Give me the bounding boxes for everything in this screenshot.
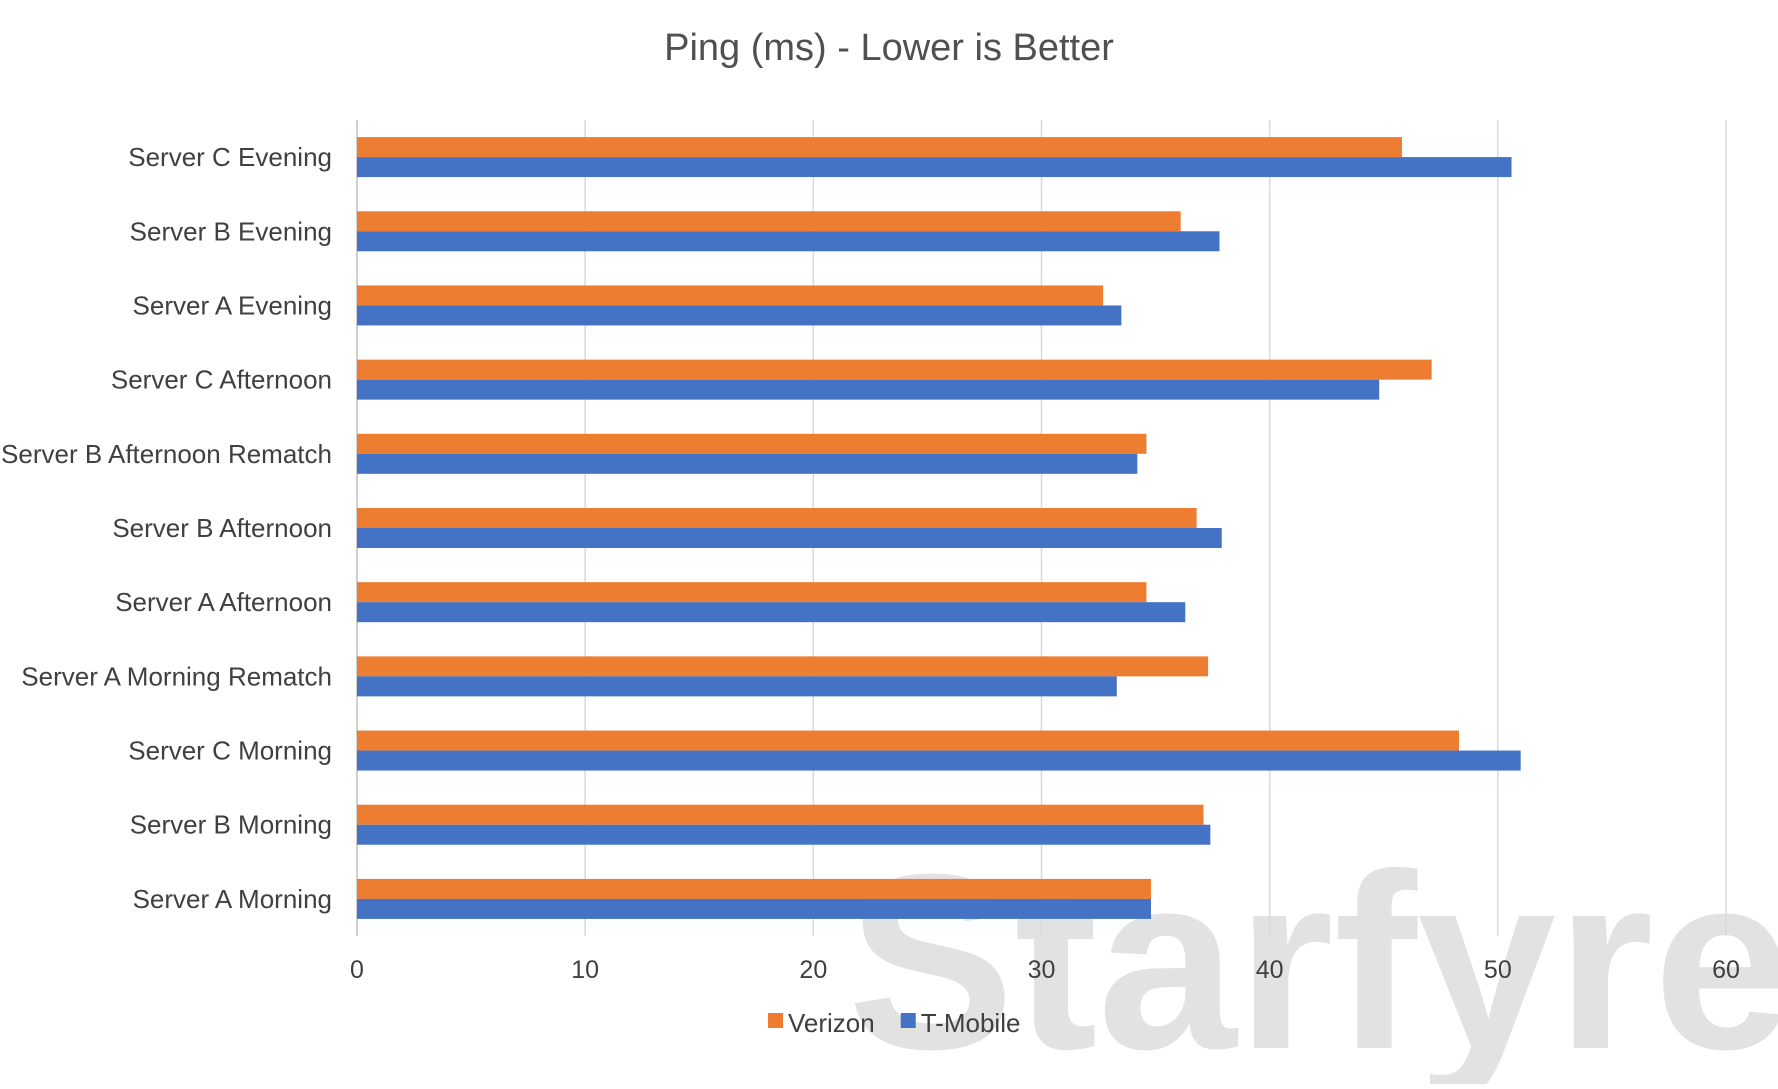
category-label: Server A Morning bbox=[133, 884, 332, 914]
bar-t-mobile bbox=[357, 750, 1521, 771]
bar-verizon bbox=[357, 137, 1403, 158]
bar-verizon bbox=[357, 433, 1147, 454]
bar-verizon bbox=[357, 878, 1152, 899]
category-label: Server C Evening bbox=[128, 142, 332, 172]
bar-verizon bbox=[357, 656, 1209, 677]
bar-t-mobile bbox=[357, 528, 1222, 548]
category-label: Server C Morning bbox=[128, 736, 332, 766]
x-tick-label: 50 bbox=[1484, 956, 1512, 984]
bar-verizon bbox=[357, 285, 1104, 306]
bar-verizon bbox=[357, 730, 1460, 751]
chart-title: Ping (ms) - Lower is Better bbox=[664, 27, 1114, 69]
category-label: Server A Evening bbox=[133, 290, 332, 320]
bar-t-mobile bbox=[357, 824, 1211, 845]
x-tick-label: 30 bbox=[1028, 956, 1056, 984]
bar-verizon bbox=[357, 582, 1147, 603]
x-tick-label: 60 bbox=[1712, 956, 1740, 984]
watermark-text: Starfyre bbox=[848, 822, 1778, 1084]
category-label: Server B Evening bbox=[130, 216, 332, 246]
category-label: Server A Afternoon bbox=[115, 587, 332, 617]
bar-verizon bbox=[357, 359, 1432, 380]
legend-label: T-Mobile bbox=[921, 1008, 1021, 1038]
bar-t-mobile bbox=[357, 602, 1186, 623]
legend-label: Verizon bbox=[788, 1008, 875, 1038]
bar-t-mobile bbox=[357, 305, 1122, 326]
bar-t-mobile bbox=[357, 231, 1220, 252]
bar-t-mobile bbox=[357, 379, 1380, 400]
legend-swatch bbox=[768, 1013, 783, 1028]
bar-t-mobile bbox=[357, 898, 1152, 919]
bar-t-mobile bbox=[357, 676, 1117, 697]
category-label: Server B Afternoon Rematch bbox=[1, 439, 332, 469]
category-label: Server A Morning Rematch bbox=[21, 661, 332, 691]
category-label: Server C Afternoon bbox=[111, 365, 332, 395]
bar-verizon bbox=[357, 508, 1197, 528]
category-label: Server B Morning bbox=[130, 810, 332, 840]
x-tick-label: 20 bbox=[799, 956, 827, 984]
bar-verizon bbox=[357, 211, 1181, 232]
bar-t-mobile bbox=[357, 157, 1512, 178]
x-tick-label: 40 bbox=[1256, 956, 1284, 984]
x-tick-label: 0 bbox=[350, 956, 364, 984]
x-tick-label: 10 bbox=[571, 956, 599, 984]
category-label: Server B Afternoon bbox=[112, 513, 332, 543]
bar-verizon bbox=[357, 804, 1204, 825]
legend-swatch bbox=[900, 1013, 916, 1028]
bar-t-mobile bbox=[357, 453, 1138, 474]
